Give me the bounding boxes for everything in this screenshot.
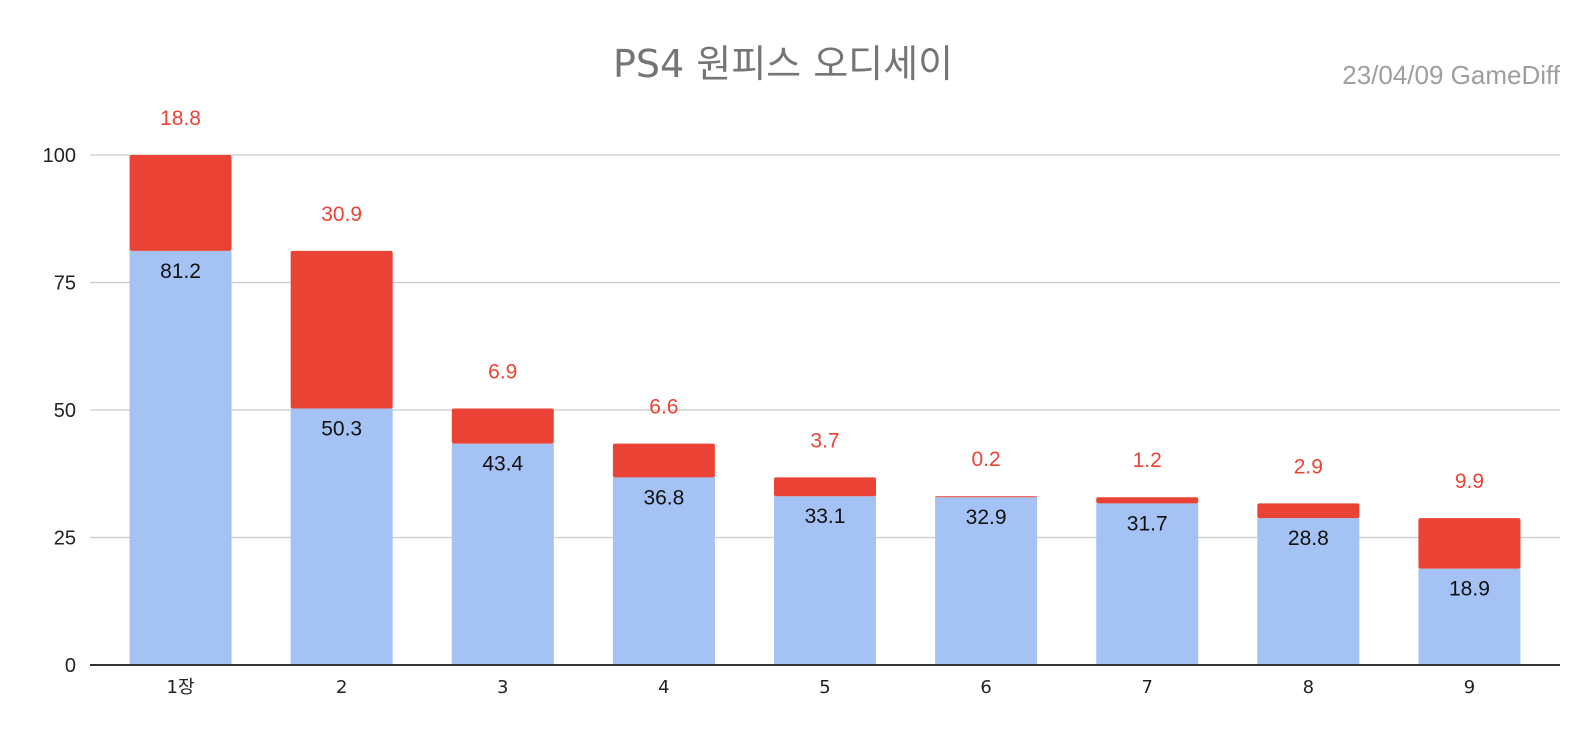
x-tick-label: 8 <box>1303 677 1314 698</box>
base-value-label: 81.2 <box>160 260 201 283</box>
bar-top <box>612 443 715 478</box>
y-tick-label: 100 <box>43 145 76 167</box>
bar-base <box>774 496 876 665</box>
y-tick-label: 75 <box>54 273 76 295</box>
chart-title: PS4 원피스 오디세이 <box>613 42 953 86</box>
bar-top <box>290 250 393 409</box>
bar-top <box>774 477 876 497</box>
bar-base <box>1418 568 1521 665</box>
x-axis-ticks: 1장 2 3 4 5 6 7 8 9 <box>167 677 1476 698</box>
x-tick-label: 4 <box>658 677 669 698</box>
y-axis-ticks: 0 25 50 75 100 <box>43 145 76 677</box>
chart-subtitle: 23/04/09 GameDiff <box>1342 60 1561 90</box>
bar-base <box>290 408 393 665</box>
bar-top <box>1096 497 1199 504</box>
top-value-label: 2.9 <box>1294 455 1323 478</box>
bar-base <box>451 443 554 665</box>
x-tick-label: 2 <box>336 677 347 698</box>
base-value-label: 50.3 <box>321 417 362 440</box>
bar-base <box>612 477 715 665</box>
bar-base <box>129 250 232 665</box>
top-value-label: 0.2 <box>972 448 1001 471</box>
top-value-label: 1.2 <box>1133 449 1162 472</box>
bar-base <box>1096 503 1199 665</box>
x-tick-label: 5 <box>819 677 830 698</box>
base-value-label: 28.8 <box>1288 527 1329 550</box>
y-tick-label: 0 <box>65 655 76 677</box>
base-value-label: 31.7 <box>1127 512 1168 535</box>
base-value-label: 36.8 <box>643 486 684 509</box>
y-tick-label: 50 <box>54 400 76 422</box>
top-value-label: 30.9 <box>321 203 362 226</box>
bar-top <box>1418 518 1521 569</box>
x-tick-label: 7 <box>1141 677 1152 698</box>
base-value-label: 18.9 <box>1449 578 1490 601</box>
bar-top <box>935 496 1038 498</box>
x-tick-label: 6 <box>980 677 991 698</box>
top-value-label: 9.9 <box>1455 470 1484 493</box>
bar-top <box>1257 503 1360 519</box>
top-value-label: 18.8 <box>160 107 201 130</box>
bars <box>129 155 1521 665</box>
bar-top <box>451 408 554 444</box>
data-labels: 81.2 18.8 50.3 30.9 43.4 6.9 36.8 6.6 33.1 3.7 32.… <box>160 107 1490 601</box>
top-value-label: 3.7 <box>810 429 839 452</box>
bar-base <box>1257 518 1360 665</box>
bar-top <box>129 155 232 251</box>
base-value-label: 43.4 <box>482 453 523 476</box>
top-value-label: 6.9 <box>488 360 517 383</box>
base-value-label: 33.1 <box>805 505 846 528</box>
y-tick-label: 25 <box>54 528 76 550</box>
bar-base <box>935 497 1038 665</box>
x-tick-label: 9 <box>1464 677 1475 698</box>
top-value-label: 6.6 <box>649 396 678 419</box>
x-tick-label: 1장 <box>167 677 195 698</box>
x-tick-label: 3 <box>497 677 508 698</box>
base-value-label: 32.9 <box>966 506 1007 529</box>
